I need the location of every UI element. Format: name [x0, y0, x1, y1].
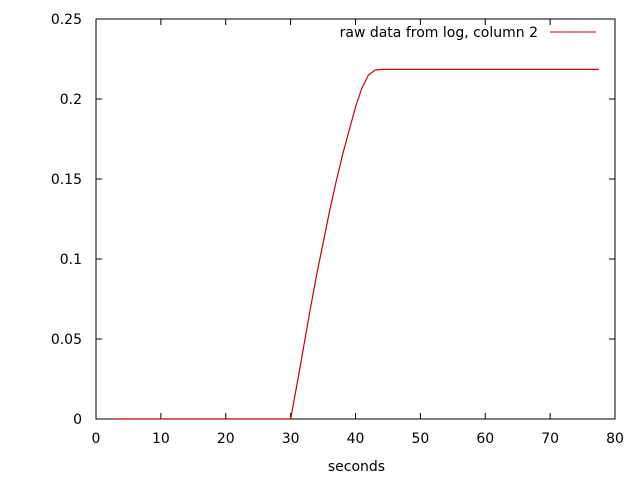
x-tick-label: 10	[152, 431, 170, 447]
series-lines	[115, 68, 599, 420]
y-tick-label: 0.2	[60, 92, 82, 108]
y-tick-label: 0.25	[51, 12, 82, 28]
x-tick-label: 70	[541, 431, 559, 447]
y-tick-labels: 0 0.05 0.1 0.15 0.2 0.25	[51, 12, 82, 428]
x-tick-label: 0	[92, 431, 101, 447]
x-tick-label: 30	[282, 431, 300, 447]
y-tick-label: 0.05	[51, 332, 82, 348]
x-tick-label: 80	[606, 431, 624, 447]
axis-ticks	[95, 18, 616, 420]
legend-label: raw data from log, column 2	[340, 25, 538, 41]
series-line	[115, 68, 599, 420]
y-tick-label: 0	[73, 412, 82, 428]
y-tick-label: 0.1	[60, 252, 82, 268]
y-tick-label: 0.15	[51, 172, 82, 188]
legend: raw data from log, column 2	[340, 25, 596, 41]
x-axis-title: seconds	[328, 459, 385, 475]
x-tick-label: 40	[347, 431, 365, 447]
plot-frame	[95, 18, 616, 420]
x-tick-label: 60	[476, 431, 494, 447]
x-tick-label: 20	[217, 431, 235, 447]
x-tick-labels: 0 10 20 30 40 50 60 70 80	[92, 431, 624, 447]
x-tick-label: 50	[411, 431, 429, 447]
